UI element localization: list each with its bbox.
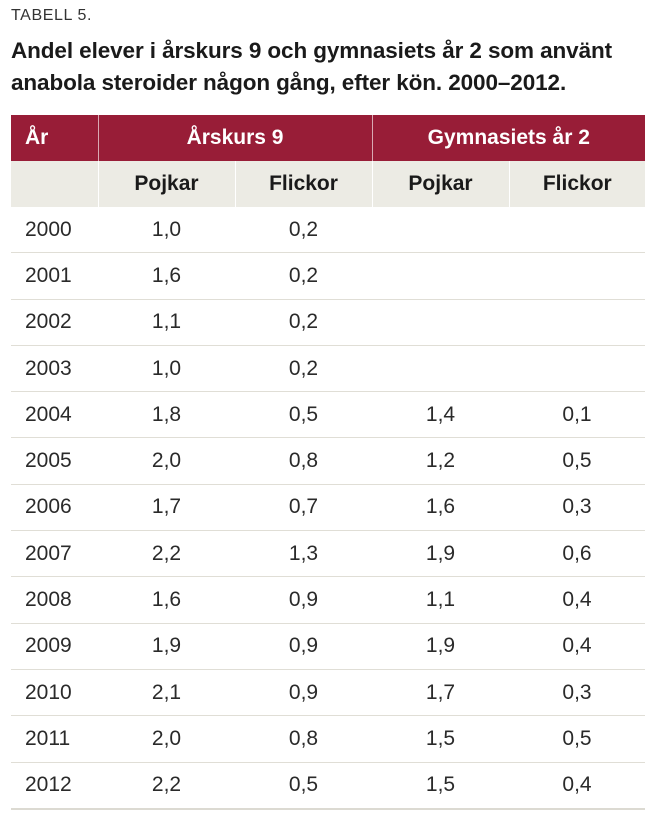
table-row: 2012 2,2 0,5 1,5 0,4 bbox=[11, 762, 646, 810]
gymnasiet-flickor-cell: 0,4 bbox=[509, 623, 646, 670]
table-row: 2002 1,1 0,2 bbox=[11, 299, 646, 346]
gymnasiet-pojkar-cell: 1,9 bbox=[372, 623, 510, 670]
year-cell: 2012 bbox=[11, 762, 98, 810]
gymnasiet-pojkar-cell bbox=[372, 252, 510, 300]
table-row: 2000 1,0 0,2 bbox=[11, 207, 646, 254]
gymnasiet-pojkar-cell bbox=[372, 207, 510, 254]
data-table: År Årskurs 9 Gymnasiets år 2 Pojkar Flic… bbox=[11, 115, 646, 810]
arskurs9-pojkar-cell: 2,0 bbox=[98, 437, 235, 485]
gymnasiet-pojkar-cell: 1,7 bbox=[372, 669, 510, 717]
gymnasiet-flickor-cell: 0,3 bbox=[509, 484, 646, 532]
header-year: År bbox=[11, 115, 98, 161]
year-cell: 2004 bbox=[11, 391, 98, 439]
year-cell: 2009 bbox=[11, 623, 98, 670]
year-cell: 2011 bbox=[11, 715, 98, 763]
year-cell: 2002 bbox=[11, 299, 98, 346]
year-cell: 2008 bbox=[11, 576, 98, 624]
gymnasiet-pojkar-cell: 1,4 bbox=[372, 391, 510, 439]
gymnasiet-pojkar-cell: 1,1 bbox=[372, 576, 510, 624]
gymnasiet-flickor-cell: 0,3 bbox=[509, 669, 646, 717]
gymnasiet-flickor-cell bbox=[509, 345, 646, 393]
year-cell: 2005 bbox=[11, 437, 98, 485]
table-row: 2008 1,6 0,9 1,1 0,4 bbox=[11, 576, 646, 624]
year-cell: 2001 bbox=[11, 252, 98, 300]
table-row: 2001 1,6 0,2 bbox=[11, 252, 646, 300]
gymnasiet-flickor-cell bbox=[509, 207, 646, 254]
header-pojkar-gy2: Pojkar bbox=[371, 161, 510, 207]
gymnasiet-flickor-cell: 0,5 bbox=[509, 437, 646, 485]
arskurs9-pojkar-cell: 1,0 bbox=[98, 345, 235, 393]
year-cell: 2003 bbox=[11, 345, 98, 393]
table-row: 2010 2,1 0,9 1,7 0,3 bbox=[11, 669, 646, 717]
arskurs9-pojkar-cell: 2,0 bbox=[98, 715, 235, 763]
arskurs9-flickor-cell: 0,9 bbox=[235, 576, 373, 624]
arskurs9-pojkar-cell: 1,1 bbox=[98, 299, 235, 346]
gymnasiet-pojkar-cell bbox=[372, 345, 510, 393]
header-group-gymnasiet: Gymnasiets år 2 bbox=[371, 115, 646, 161]
header-row-groups: År Årskurs 9 Gymnasiets år 2 bbox=[11, 115, 646, 161]
arskurs9-pojkar-cell: 2,1 bbox=[98, 669, 235, 717]
table-row: 2003 1,0 0,2 bbox=[11, 345, 646, 393]
arskurs9-flickor-cell: 0,7 bbox=[235, 484, 373, 532]
table-row: 2007 2,2 1,3 1,9 0,6 bbox=[11, 530, 646, 578]
header-empty bbox=[11, 161, 98, 207]
header-row-gender: Pojkar Flickor Pojkar Flickor bbox=[11, 161, 646, 207]
table-row: 2004 1,8 0,5 1,4 0,1 bbox=[11, 391, 646, 439]
arskurs9-flickor-cell: 0,2 bbox=[235, 252, 373, 300]
arskurs9-pojkar-cell: 1,7 bbox=[98, 484, 235, 532]
arskurs9-flickor-cell: 0,5 bbox=[235, 762, 373, 810]
arskurs9-pojkar-cell: 2,2 bbox=[98, 530, 235, 578]
arskurs9-flickor-cell: 0,9 bbox=[235, 623, 373, 670]
gymnasiet-flickor-cell: 0,5 bbox=[509, 715, 646, 763]
year-cell: 2007 bbox=[11, 530, 98, 578]
gymnasiet-pojkar-cell: 1,5 bbox=[372, 762, 510, 810]
arskurs9-flickor-cell: 0,5 bbox=[235, 391, 373, 439]
gymnasiet-flickor-cell: 0,6 bbox=[509, 530, 646, 578]
table-label: TABELL 5. bbox=[11, 7, 92, 24]
gymnasiet-flickor-cell bbox=[509, 252, 646, 300]
arskurs9-flickor-cell: 0,2 bbox=[235, 345, 373, 393]
gymnasiet-flickor-cell: 0,1 bbox=[509, 391, 646, 439]
gymnasiet-pojkar-cell: 1,2 bbox=[372, 437, 510, 485]
header-group-arskurs9: Årskurs 9 bbox=[97, 115, 373, 161]
arskurs9-pojkar-cell: 1,8 bbox=[98, 391, 235, 439]
gymnasiet-pojkar-cell: 1,5 bbox=[372, 715, 510, 763]
arskurs9-flickor-cell: 0,8 bbox=[235, 715, 373, 763]
table-row: 2011 2,0 0,8 1,5 0,5 bbox=[11, 715, 646, 763]
header-flickor-ak9: Flickor bbox=[234, 161, 373, 207]
gymnasiet-pojkar-cell: 1,9 bbox=[372, 530, 510, 578]
table-body: 2000 1,0 0,2 2001 1,6 0,2 2002 1,1 0,2 2003 1,0 0,2… bbox=[11, 207, 646, 810]
arskurs9-flickor-cell: 1,3 bbox=[235, 530, 373, 578]
arskurs9-flickor-cell: 0,2 bbox=[235, 299, 373, 346]
header-flickor-gy2: Flickor bbox=[508, 161, 646, 207]
table-title: Andel elever i årskurs 9 och gymnasiets … bbox=[11, 38, 613, 95]
arskurs9-pojkar-cell: 1,9 bbox=[98, 623, 235, 670]
arskurs9-flickor-cell: 0,8 bbox=[235, 437, 373, 485]
year-cell: 2000 bbox=[11, 207, 98, 254]
header-pojkar-ak9: Pojkar bbox=[97, 161, 235, 207]
arskurs9-pojkar-cell: 2,2 bbox=[98, 762, 235, 810]
table-row: 2009 1,9 0,9 1,9 0,4 bbox=[11, 623, 646, 670]
arskurs9-pojkar-cell: 1,6 bbox=[98, 576, 235, 624]
gymnasiet-flickor-cell bbox=[509, 299, 646, 346]
gymnasiet-flickor-cell: 0,4 bbox=[509, 762, 646, 810]
table-row: 2006 1,7 0,7 1,6 0,3 bbox=[11, 484, 646, 532]
arskurs9-pojkar-cell: 1,0 bbox=[98, 207, 235, 254]
arskurs9-pojkar-cell: 1,6 bbox=[98, 252, 235, 300]
table-row: 2005 2,0 0,8 1,2 0,5 bbox=[11, 437, 646, 485]
gymnasiet-pojkar-cell: 1,6 bbox=[372, 484, 510, 532]
year-cell: 2010 bbox=[11, 669, 98, 717]
arskurs9-flickor-cell: 0,2 bbox=[235, 207, 373, 254]
gymnasiet-pojkar-cell bbox=[372, 299, 510, 346]
arskurs9-flickor-cell: 0,9 bbox=[235, 669, 373, 717]
year-cell: 2006 bbox=[11, 484, 98, 532]
gymnasiet-flickor-cell: 0,4 bbox=[509, 576, 646, 624]
